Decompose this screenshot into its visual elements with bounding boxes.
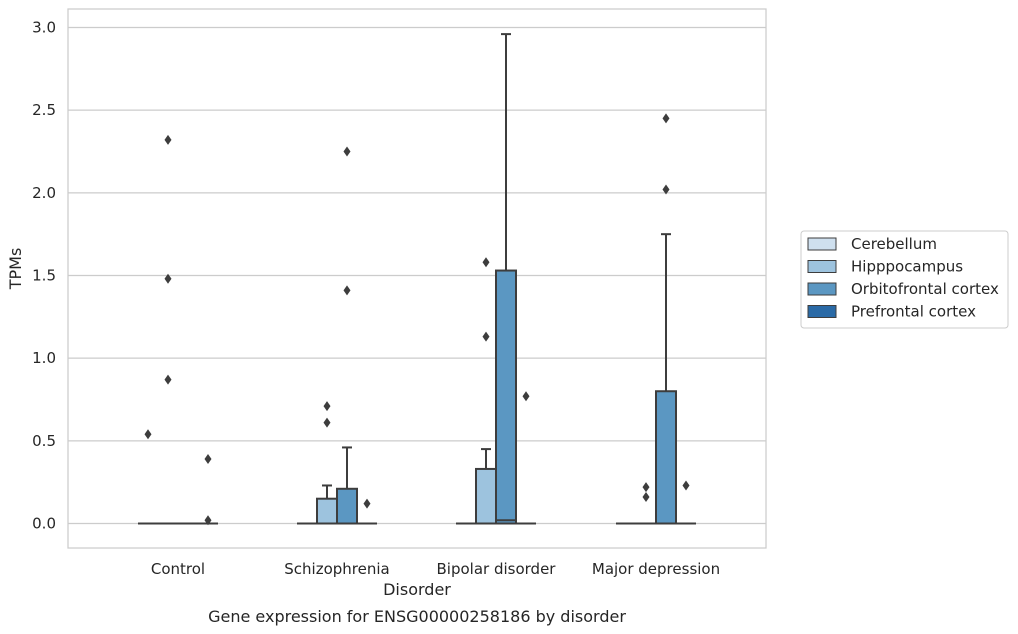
legend-item: Prefrontal cortex — [807, 303, 976, 321]
outlier-point — [682, 480, 690, 491]
box-iqr — [495, 269, 517, 525]
legend-swatch — [807, 260, 837, 273]
legend-frame — [800, 230, 1009, 329]
outlier-point — [642, 482, 650, 493]
x-tick-label: Control — [151, 560, 205, 578]
outlier-point — [343, 146, 351, 157]
legend-item: Cerebellum — [807, 235, 937, 253]
outlier-point — [144, 429, 152, 440]
outlier-point — [662, 184, 670, 195]
plot-frame — [67, 8, 767, 549]
legend-swatch — [807, 282, 837, 296]
y-axis: 0.0 0.5 1.0 1.5 2.0 2.5 3.0 — [32, 19, 56, 533]
y-tick-label: 2.5 — [32, 101, 56, 119]
y-tick-label: 0.0 — [32, 515, 56, 533]
box-prefrontal-cortex — [198, 454, 218, 526]
y-axis-label: TPMs — [6, 248, 25, 291]
box-hipppocampus — [316, 401, 338, 525]
outlier-point — [204, 515, 212, 526]
legend-label: Prefrontal cortex — [851, 303, 976, 321]
box-iqr — [655, 390, 677, 525]
legend: Cerebellum Hipppocampus Orbitofrontal cort… — [800, 230, 1009, 329]
outlier-point — [343, 285, 351, 296]
y-tick-label: 0.5 — [32, 432, 56, 450]
figure-caption: Gene expression for ENSG00000258186 by d… — [208, 607, 626, 626]
legend-label: Orbitofrontal cortex — [851, 280, 999, 298]
outlier-point — [164, 134, 172, 145]
x-tick-label: Major depression — [592, 560, 720, 578]
legend-item: Hipppocampus — [807, 258, 963, 276]
box-prefrontal-cortex — [516, 391, 536, 525]
box-hipppocampus — [636, 482, 656, 525]
outlier-point — [482, 257, 490, 268]
y-tick-label: 1.5 — [32, 267, 56, 285]
outlier-point — [323, 401, 331, 412]
legend-label: Cerebellum — [851, 235, 937, 253]
y-tick-label: 3.0 — [32, 19, 56, 37]
outlier-point — [164, 374, 172, 385]
x-tick-label: Bipolar disorder — [437, 560, 557, 578]
legend-swatch — [807, 237, 837, 251]
outlier-point — [662, 113, 670, 124]
box-hipppocampus — [158, 134, 178, 525]
box-prefrontal-cortex — [357, 498, 377, 525]
box-hipppocampus — [475, 257, 497, 525]
box-orbitofrontal-cortex — [336, 146, 358, 525]
box-orbitofrontal-cortex — [655, 113, 677, 525]
legend-label: Hipppocampus — [851, 258, 963, 276]
outlier-point — [482, 331, 490, 342]
legend-item: Orbitofrontal cortex — [807, 280, 999, 298]
box-iqr — [475, 467, 497, 525]
box-prefrontal-cortex — [676, 480, 696, 525]
outlier-point — [642, 492, 650, 503]
y-tick-label: 1.0 — [32, 349, 56, 367]
x-tick-label: Schizophrenia — [284, 560, 389, 578]
outlier-point — [522, 391, 530, 402]
outlier-point — [204, 454, 212, 465]
box-iqr — [316, 497, 338, 525]
box-iqr — [336, 487, 358, 525]
x-axis: Control Schizophrenia Bipolar disorder Majo… — [151, 560, 720, 578]
box-cerebellum — [138, 429, 158, 525]
y-tick-label: 2.0 — [32, 184, 56, 202]
x-axis-label: Disorder — [383, 580, 451, 599]
box-series — [138, 33, 696, 526]
legend-swatch — [807, 305, 837, 318]
outlier-point — [164, 273, 172, 284]
grid-lines — [68, 26, 766, 525]
outlier-point — [323, 417, 331, 428]
outlier-point — [363, 498, 371, 509]
box-orbitofrontal-cortex — [495, 33, 517, 525]
